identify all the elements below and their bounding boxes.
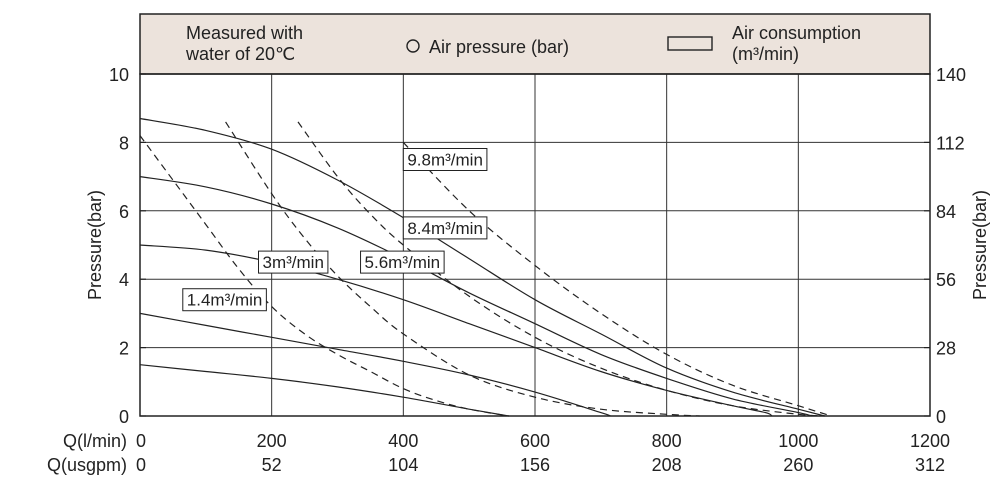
consumption-label-text: 3m³/min xyxy=(263,253,324,272)
y-left-tick-label: 6 xyxy=(119,202,129,222)
legend-condition: Measured with water of 20℃ xyxy=(185,23,303,64)
y-left-tick-label: 0 xyxy=(119,407,129,427)
x-primary-tick-label: 1000 xyxy=(778,431,818,451)
consumption-label-1: 9.8m³/min xyxy=(402,148,488,171)
x-secondary-tick-label: 156 xyxy=(520,455,550,475)
consumption-label-text: 1.4m³/min xyxy=(187,291,263,310)
y-left-tick-label: 4 xyxy=(119,270,129,290)
x-secondary-tick-label: 52 xyxy=(262,455,282,475)
x-primary-tick-label: 0 xyxy=(136,431,146,451)
x-secondary-tick-label: 104 xyxy=(388,455,418,475)
x-ticks: 0 0 200 52 400 104 600 156 800 208 1000 260 1200 312 xyxy=(136,431,950,475)
consumption-box-icon xyxy=(667,36,713,51)
legend-consumption: Air consumption (m³/min) xyxy=(667,23,861,64)
pressure-curve-4 xyxy=(139,176,812,417)
consumption-label-box xyxy=(402,216,488,240)
y-right-tick-label: 0 xyxy=(936,407,946,427)
consumption-label-box xyxy=(360,250,445,274)
x-secondary-tick-label: 0 xyxy=(136,455,146,475)
consumption-curve-4 xyxy=(402,141,832,417)
consumption-label-3: 3m³/min xyxy=(258,250,329,274)
consumption-label-4: 5.6m³/min xyxy=(360,250,445,274)
legend-condition-line1: Measured with xyxy=(186,23,303,43)
legend-condition-line2: water of 20℃ xyxy=(185,44,295,64)
consumption-label-text: 9.8m³/min xyxy=(407,151,483,170)
x-primary-tick-label: 1200 xyxy=(910,431,950,451)
legend-consumption-line2: (m³/min) xyxy=(732,44,799,64)
grid xyxy=(140,73,930,416)
consumption-curve-2 xyxy=(225,121,700,417)
x-primary-axis-title: Q(l/min) xyxy=(63,431,127,451)
x-secondary-tick-label: 312 xyxy=(915,455,945,475)
legend-consumption-line1: Air consumption xyxy=(732,23,861,43)
pressure-curve-5 xyxy=(139,117,825,417)
x-primary-tick-label: 200 xyxy=(257,431,287,451)
x-primary-tick-label: 800 xyxy=(652,431,682,451)
y-right-tick-label: 140 xyxy=(936,65,966,85)
x-secondary-tick-label: 260 xyxy=(783,455,813,475)
x-primary-tick-label: 400 xyxy=(388,431,418,451)
consumption-label-text: 5.6m³/min xyxy=(365,253,441,272)
x-secondary-axis-title: Q(usgpm) xyxy=(47,455,127,475)
pressure-curve-2 xyxy=(139,312,611,417)
y-right-tick-label: 56 xyxy=(936,270,956,290)
y-left-tick-label: 2 xyxy=(119,339,129,359)
y-left-axis-title: Pressure(bar) xyxy=(85,190,105,300)
y-right-ticks: 0 28 56 84 112 140 xyxy=(924,65,966,427)
x-primary-tick-label: 600 xyxy=(520,431,550,451)
y-right-tick-label: 84 xyxy=(936,202,956,222)
consumption-label-box xyxy=(258,250,329,274)
pressure-curve-1 xyxy=(139,364,509,417)
y-left-tick-label: 10 xyxy=(109,65,129,85)
y-right-tick-label: 28 xyxy=(936,339,956,359)
consumption-label-box xyxy=(182,288,267,312)
legend-pressure-label: Air pressure (bar) xyxy=(429,37,569,57)
annotations: 9.8m³/min 8.4m³/min 3m³/min 5.6m³/min 1.4m³/… xyxy=(182,148,488,312)
consumption-label-text: 8.4m³/min xyxy=(407,219,483,238)
y-right-tick-label: 112 xyxy=(936,133,965,153)
y-left-tick-label: 8 xyxy=(119,133,129,153)
pressure-circle-icon xyxy=(406,39,420,53)
legend-pressure: Air pressure (bar) xyxy=(406,37,569,57)
legend-band xyxy=(139,13,931,75)
consumption-curve-1 xyxy=(139,135,509,417)
x-secondary-tick-label: 208 xyxy=(652,455,682,475)
y-left-ticks: 0 2 4 6 8 10 xyxy=(109,65,146,427)
y-right-axis-title: Pressure(bar) xyxy=(970,190,990,300)
consumption-label-box xyxy=(402,148,488,171)
consumption-label-2: 8.4m³/min xyxy=(402,216,488,240)
consumption-lines xyxy=(139,121,832,417)
consumption-label-5: 1.4m³/min xyxy=(182,288,267,312)
